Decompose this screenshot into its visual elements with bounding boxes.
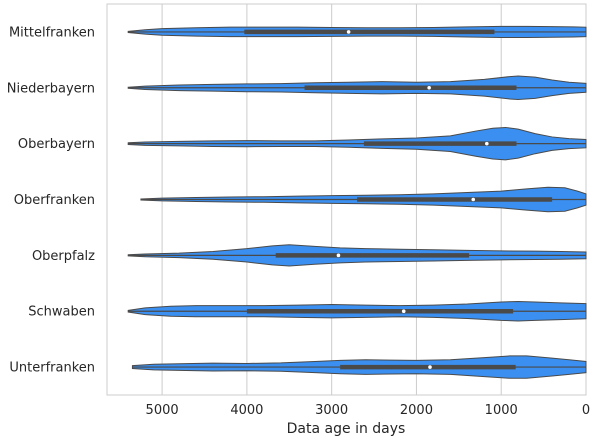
y-tick-label: Oberpfalz [32,249,95,264]
x-tick-labels: 5000 4000 3000 2000 1000 0 [146,403,591,418]
y-tick-label: Niederbayern [7,81,95,96]
y-tick-label: Oberbayern [18,137,95,152]
y-tick-label: Unterfranken [9,361,95,376]
x-tick-label: 4000 [230,403,263,418]
violin-median [427,85,431,90]
x-tick-label: 1000 [485,403,518,418]
violin-median [471,197,476,202]
y-tick-label: Oberfranken [14,193,95,208]
x-tick-label: 0 [582,403,590,418]
y-tick-label: Mittelfranken [9,25,95,40]
violin-median [346,30,351,34]
violin-median [485,141,489,146]
x-tick-label: 5000 [146,403,179,418]
y-tick-label: Schwaben [28,305,95,320]
violins [127,25,587,379]
violin-median [428,365,432,369]
x-axis-title: Data age in days [287,421,406,437]
x-tick-label: 3000 [315,403,348,418]
y-tick-labels: Mittelfranken Niederbayern Oberbayern Oberf… [7,25,95,375]
x-tick-label: 2000 [400,403,433,418]
violin-median [401,309,406,314]
violin-median [336,253,341,258]
